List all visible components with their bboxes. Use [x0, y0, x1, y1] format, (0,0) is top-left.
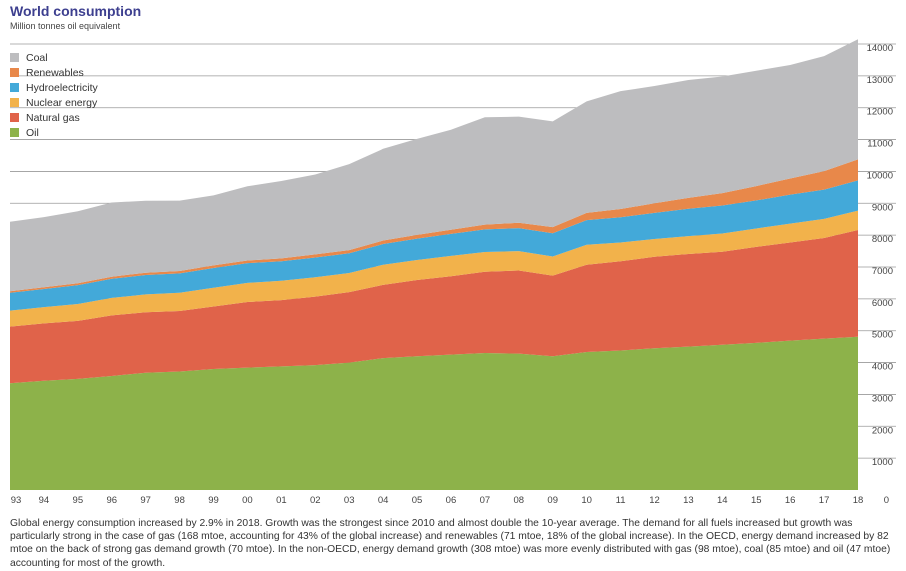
y-tick-label: 6000 — [872, 298, 893, 309]
y-tick-label: 2000 — [872, 425, 893, 436]
area-oil — [10, 336, 858, 490]
world-consumption-chart: 0100020003000400050006000700080009000100… — [10, 39, 896, 506]
x-tick-label: 07 — [480, 495, 491, 506]
y-tick-label: 12000 — [867, 107, 893, 118]
x-tick-label: 10 — [581, 495, 592, 506]
x-tick-label: 98 — [174, 495, 185, 506]
x-tick-label: 02 — [310, 495, 321, 506]
area-natural-gas — [10, 230, 858, 384]
x-tick-label: 99 — [208, 495, 219, 506]
y-tick-label: 8000 — [872, 234, 893, 245]
x-tick-label: 06 — [446, 495, 457, 506]
x-tick-label: 14 — [717, 495, 728, 506]
x-tick-label: 09 — [547, 495, 558, 506]
legend-label: Oil — [26, 126, 39, 139]
legend-swatch — [10, 53, 19, 62]
chart-subtitle: Million tonnes oil equivalent — [10, 21, 121, 31]
y-tick-label: 3000 — [872, 393, 893, 404]
x-tick-label: 95 — [73, 495, 84, 506]
x-tick-label: 08 — [514, 495, 525, 506]
legend-item-natural-gas: Natural gas — [10, 110, 98, 125]
y-tick-label: 11000 — [867, 139, 893, 150]
x-tick-label: 04 — [378, 495, 389, 506]
chart-title: World consumption — [10, 3, 142, 19]
area-coal — [10, 39, 858, 292]
legend-item-coal: Coal — [10, 50, 98, 65]
area-nuclear-energy — [10, 210, 858, 327]
legend-item-oil: Oil — [10, 125, 98, 140]
y-tick-label: 4000 — [872, 362, 893, 373]
x-tick-label: 96 — [106, 495, 117, 506]
x-tick-label: 94 — [39, 495, 50, 506]
legend-swatch — [10, 68, 19, 77]
x-tick-label: 97 — [140, 495, 151, 506]
x-tick-label: 00 — [242, 495, 253, 506]
x-tick-label: 17 — [819, 495, 830, 506]
legend: Coal Renewables Hydroelectricity Nuclear en… — [10, 50, 98, 140]
x-tick-label: 11 — [616, 495, 626, 506]
legend-label: Hydroelectricity — [26, 81, 98, 94]
legend-swatch — [10, 98, 19, 107]
x-tick-label: 01 — [276, 495, 287, 506]
y-tick-label: 7000 — [872, 266, 893, 277]
legend-item-hydroelectricity: Hydroelectricity — [10, 80, 98, 95]
legend-item-nuclear-energy: Nuclear energy — [10, 95, 98, 110]
x-tick-label: 15 — [751, 495, 762, 506]
x-tick-label: 05 — [412, 495, 423, 506]
y-tick-label: 5000 — [872, 330, 893, 341]
x-tick-label: 93 — [11, 495, 22, 506]
x-tick-label: 12 — [649, 495, 660, 506]
y-tick-label: 13000 — [867, 75, 893, 86]
legend-swatch — [10, 83, 19, 92]
y-tick-label: 10000 — [867, 170, 893, 181]
y-tick-label: 1000 — [872, 457, 893, 468]
y-tick-label: 14000 — [867, 43, 893, 54]
caption-text: Global energy consumption increased by 2… — [10, 518, 891, 569]
x-tick-label: 18 — [853, 495, 864, 506]
legend-swatch — [10, 113, 19, 122]
area-hydroelectricity — [10, 180, 858, 311]
y-tick-label: 0 — [884, 495, 889, 506]
x-tick-label: 03 — [344, 495, 355, 506]
legend-label: Renewables — [26, 66, 84, 79]
legend-item-renewables: Renewables — [10, 65, 98, 80]
legend-swatch — [10, 128, 19, 137]
legend-label: Natural gas — [26, 111, 80, 124]
legend-label: Coal — [26, 51, 48, 64]
x-axis-ticks: 93 94 95 96 97 98 99 00 01 02 03 04 05 06 07 08 09 10 11 12… — [11, 495, 864, 506]
x-tick-label: 13 — [683, 495, 694, 506]
x-tick-label: 16 — [785, 495, 796, 506]
stacked-areas — [10, 39, 858, 490]
y-tick-label: 9000 — [872, 202, 893, 213]
y-axis-ticks: 0 1000 2000 3000 4000 5000 6000 7000 8000 9000 100… — [867, 43, 893, 506]
legend-label: Nuclear energy — [26, 96, 98, 109]
